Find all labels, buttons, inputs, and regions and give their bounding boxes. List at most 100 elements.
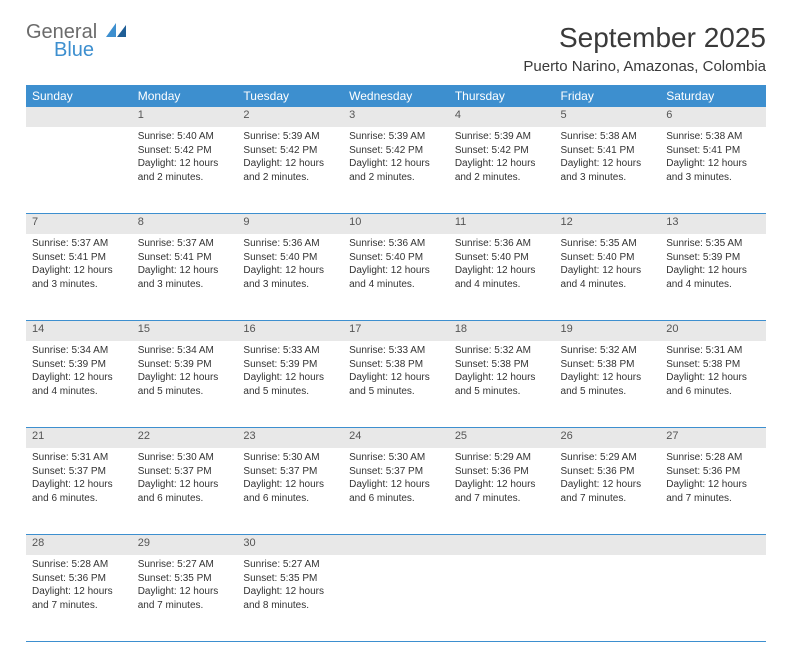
day-details: Sunrise: 5:39 AMSunset: 5:42 PMDaylight:… <box>449 127 555 187</box>
logo-sail-icon <box>106 21 128 43</box>
day-cell: Sunrise: 5:28 AMSunset: 5:36 PMDaylight:… <box>660 448 766 535</box>
day-number: 17 <box>343 321 449 342</box>
day-number: 30 <box>237 535 343 556</box>
day-details: Sunrise: 5:30 AMSunset: 5:37 PMDaylight:… <box>237 448 343 508</box>
day-number: 1 <box>132 107 238 127</box>
day-content-row: Sunrise: 5:31 AMSunset: 5:37 PMDaylight:… <box>26 448 766 535</box>
day-details: Sunrise: 5:37 AMSunset: 5:41 PMDaylight:… <box>132 234 238 294</box>
day-details: Sunrise: 5:27 AMSunset: 5:35 PMDaylight:… <box>237 555 343 615</box>
day-number: 11 <box>449 214 555 235</box>
day-cell: Sunrise: 5:33 AMSunset: 5:38 PMDaylight:… <box>343 341 449 428</box>
day-cell: Sunrise: 5:39 AMSunset: 5:42 PMDaylight:… <box>449 127 555 214</box>
day-cell: Sunrise: 5:40 AMSunset: 5:42 PMDaylight:… <box>132 127 238 214</box>
day-details: Sunrise: 5:28 AMSunset: 5:36 PMDaylight:… <box>660 448 766 508</box>
day-number: 22 <box>132 428 238 449</box>
day-details: Sunrise: 5:30 AMSunset: 5:37 PMDaylight:… <box>343 448 449 508</box>
day-number: 4 <box>449 107 555 127</box>
day-number: 8 <box>132 214 238 235</box>
weekday-header: Sunday <box>26 85 132 107</box>
day-number: 3 <box>343 107 449 127</box>
day-number: 14 <box>26 321 132 342</box>
day-details: Sunrise: 5:33 AMSunset: 5:38 PMDaylight:… <box>343 341 449 401</box>
day-cell: Sunrise: 5:27 AMSunset: 5:35 PMDaylight:… <box>132 555 238 642</box>
day-number: 29 <box>132 535 238 556</box>
day-content-row: Sunrise: 5:37 AMSunset: 5:41 PMDaylight:… <box>26 234 766 321</box>
day-number: 18 <box>449 321 555 342</box>
day-cell: Sunrise: 5:37 AMSunset: 5:41 PMDaylight:… <box>132 234 238 321</box>
day-number-row: 21222324252627 <box>26 428 766 449</box>
weekday-header: Friday <box>555 85 661 107</box>
day-number: 16 <box>237 321 343 342</box>
day-number <box>449 535 555 556</box>
logo-word-blue: Blue <box>54 40 128 60</box>
day-number-row: 14151617181920 <box>26 321 766 342</box>
day-cell: Sunrise: 5:30 AMSunset: 5:37 PMDaylight:… <box>132 448 238 535</box>
day-cell <box>343 555 449 642</box>
logo: General Blue <box>26 22 128 60</box>
day-content-row: Sunrise: 5:28 AMSunset: 5:36 PMDaylight:… <box>26 555 766 642</box>
day-details: Sunrise: 5:36 AMSunset: 5:40 PMDaylight:… <box>343 234 449 294</box>
day-cell: Sunrise: 5:27 AMSunset: 5:35 PMDaylight:… <box>237 555 343 642</box>
day-cell: Sunrise: 5:34 AMSunset: 5:39 PMDaylight:… <box>132 341 238 428</box>
day-number: 15 <box>132 321 238 342</box>
day-cell: Sunrise: 5:31 AMSunset: 5:37 PMDaylight:… <box>26 448 132 535</box>
day-details: Sunrise: 5:35 AMSunset: 5:40 PMDaylight:… <box>555 234 661 294</box>
day-details: Sunrise: 5:34 AMSunset: 5:39 PMDaylight:… <box>132 341 238 401</box>
day-cell: Sunrise: 5:39 AMSunset: 5:42 PMDaylight:… <box>343 127 449 214</box>
day-content-row: Sunrise: 5:34 AMSunset: 5:39 PMDaylight:… <box>26 341 766 428</box>
day-cell: Sunrise: 5:36 AMSunset: 5:40 PMDaylight:… <box>237 234 343 321</box>
day-cell: Sunrise: 5:28 AMSunset: 5:36 PMDaylight:… <box>26 555 132 642</box>
day-details: Sunrise: 5:29 AMSunset: 5:36 PMDaylight:… <box>449 448 555 508</box>
day-details: Sunrise: 5:35 AMSunset: 5:39 PMDaylight:… <box>660 234 766 294</box>
day-number: 20 <box>660 321 766 342</box>
day-cell: Sunrise: 5:35 AMSunset: 5:40 PMDaylight:… <box>555 234 661 321</box>
weekday-header: Tuesday <box>237 85 343 107</box>
day-cell: Sunrise: 5:38 AMSunset: 5:41 PMDaylight:… <box>555 127 661 214</box>
day-details: Sunrise: 5:31 AMSunset: 5:38 PMDaylight:… <box>660 341 766 401</box>
day-number <box>555 535 661 556</box>
day-number: 24 <box>343 428 449 449</box>
day-number: 6 <box>660 107 766 127</box>
day-cell <box>555 555 661 642</box>
day-number <box>660 535 766 556</box>
day-cell <box>660 555 766 642</box>
day-details: Sunrise: 5:32 AMSunset: 5:38 PMDaylight:… <box>555 341 661 401</box>
day-details: Sunrise: 5:29 AMSunset: 5:36 PMDaylight:… <box>555 448 661 508</box>
header: General Blue September 2025 Puerto Narin… <box>26 22 766 75</box>
day-number: 7 <box>26 214 132 235</box>
day-cell: Sunrise: 5:39 AMSunset: 5:42 PMDaylight:… <box>237 127 343 214</box>
day-cell <box>26 127 132 214</box>
day-cell: Sunrise: 5:37 AMSunset: 5:41 PMDaylight:… <box>26 234 132 321</box>
day-number-row: 282930 <box>26 535 766 556</box>
day-details: Sunrise: 5:28 AMSunset: 5:36 PMDaylight:… <box>26 555 132 615</box>
day-cell: Sunrise: 5:29 AMSunset: 5:36 PMDaylight:… <box>555 448 661 535</box>
day-number: 12 <box>555 214 661 235</box>
weekday-header: Saturday <box>660 85 766 107</box>
day-cell: Sunrise: 5:30 AMSunset: 5:37 PMDaylight:… <box>343 448 449 535</box>
weekday-header-row: Sunday Monday Tuesday Wednesday Thursday… <box>26 85 766 107</box>
logo-text: General Blue <box>26 22 128 60</box>
page-title: September 2025 <box>523 22 766 54</box>
day-cell: Sunrise: 5:36 AMSunset: 5:40 PMDaylight:… <box>449 234 555 321</box>
day-details: Sunrise: 5:30 AMSunset: 5:37 PMDaylight:… <box>132 448 238 508</box>
day-number <box>26 107 132 127</box>
day-number: 26 <box>555 428 661 449</box>
day-details: Sunrise: 5:34 AMSunset: 5:39 PMDaylight:… <box>26 341 132 401</box>
day-number: 21 <box>26 428 132 449</box>
day-cell: Sunrise: 5:34 AMSunset: 5:39 PMDaylight:… <box>26 341 132 428</box>
day-cell: Sunrise: 5:35 AMSunset: 5:39 PMDaylight:… <box>660 234 766 321</box>
day-details: Sunrise: 5:38 AMSunset: 5:41 PMDaylight:… <box>555 127 661 187</box>
day-details: Sunrise: 5:37 AMSunset: 5:41 PMDaylight:… <box>26 234 132 294</box>
calendar-table: Sunday Monday Tuesday Wednesday Thursday… <box>26 85 766 642</box>
weekday-header: Monday <box>132 85 238 107</box>
calendar-page: General Blue September 2025 Puerto Narin… <box>0 0 792 664</box>
day-cell: Sunrise: 5:30 AMSunset: 5:37 PMDaylight:… <box>237 448 343 535</box>
day-details: Sunrise: 5:39 AMSunset: 5:42 PMDaylight:… <box>237 127 343 187</box>
day-details: Sunrise: 5:36 AMSunset: 5:40 PMDaylight:… <box>237 234 343 294</box>
day-cell <box>449 555 555 642</box>
day-number: 27 <box>660 428 766 449</box>
day-number: 23 <box>237 428 343 449</box>
day-details: Sunrise: 5:39 AMSunset: 5:42 PMDaylight:… <box>343 127 449 187</box>
day-number: 25 <box>449 428 555 449</box>
day-details: Sunrise: 5:33 AMSunset: 5:39 PMDaylight:… <box>237 341 343 401</box>
